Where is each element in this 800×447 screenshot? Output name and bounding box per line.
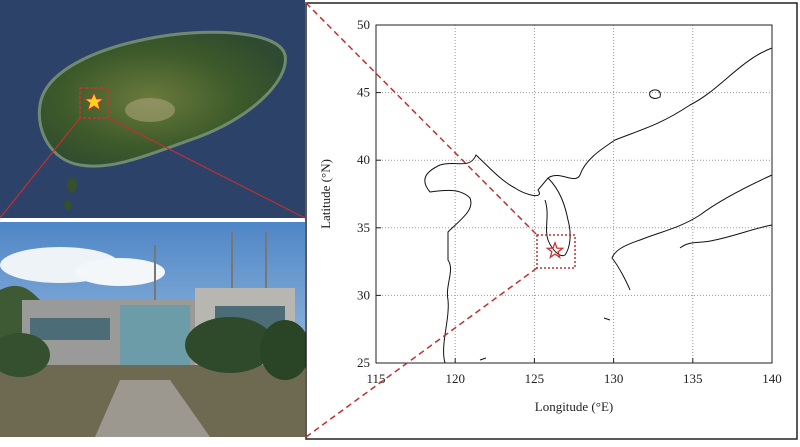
highlight-box (536, 234, 576, 269)
x-tick-label: 140 (762, 371, 782, 386)
building-photo (0, 222, 310, 437)
satellite-image (0, 0, 306, 219)
x-tick-label: 120 (445, 371, 465, 386)
y-tick-label: 25 (357, 355, 370, 370)
x-tick-label: 130 (604, 371, 624, 386)
y-tick-label: 40 (357, 152, 370, 167)
y-axis-title: Latitude (°N) (318, 159, 333, 229)
x-tick-label: 115 (366, 371, 385, 386)
y-tick-label: 35 (357, 220, 370, 235)
connector (305, 2, 538, 236)
map-plot: 115 120 125 130 135 140 25 30 35 40 45 50 (357, 17, 782, 386)
connector (305, 267, 538, 438)
plot-area (375, 24, 773, 364)
coastlines (424, 47, 773, 364)
x-axis-title: Longitude (°E) (535, 399, 613, 414)
y-tick-label: 50 (357, 17, 370, 32)
map-frame (305, 2, 798, 440)
x-tick-label: 125 (525, 371, 545, 386)
x-tick-label: 135 (683, 371, 703, 386)
y-tick-label: 30 (357, 287, 370, 302)
y-tick-label: 45 (357, 85, 370, 100)
site-marker (545, 240, 565, 259)
